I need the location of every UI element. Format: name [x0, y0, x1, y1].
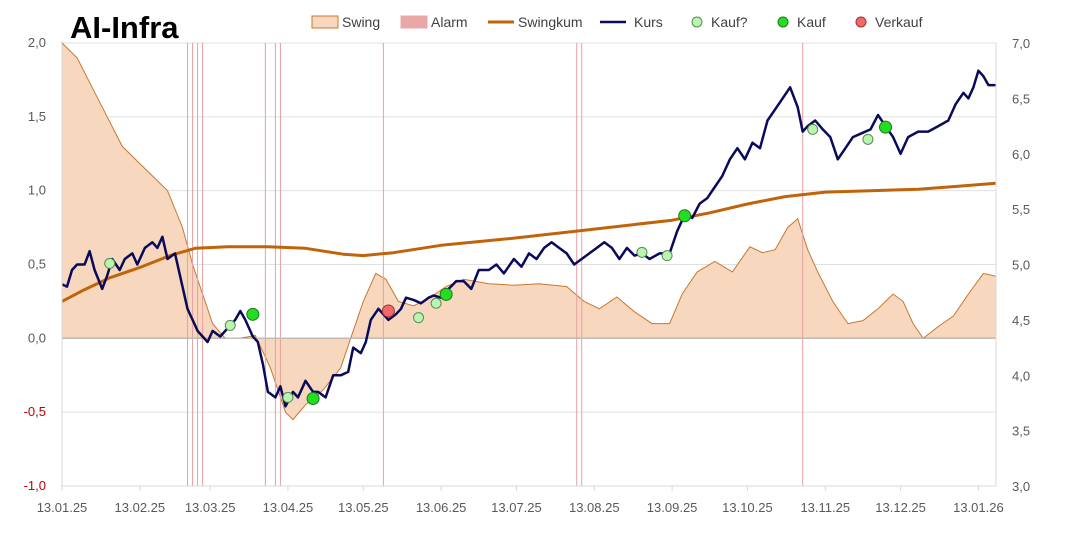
kauf-fragezeichen-marker — [104, 257, 116, 269]
kauf-marker — [678, 209, 692, 223]
x-tick-label: 13.12.25 — [875, 500, 926, 515]
legend-swatch — [855, 16, 867, 28]
legend-label: Kauf? — [711, 14, 748, 30]
y-left-tick-label: 1,5 — [28, 109, 46, 124]
y-right-tick-label: 3,0 — [1012, 479, 1030, 494]
y-right-tick-label: 4,0 — [1012, 368, 1030, 383]
y-right-tick-label: 6,0 — [1012, 147, 1030, 162]
legend-swatch — [777, 16, 789, 28]
kurs-line-layer — [61, 69, 996, 408]
y-right-tick-label: 5,5 — [1012, 202, 1030, 217]
y-right-tick-label: 5,0 — [1012, 258, 1030, 273]
legend-swatch — [400, 15, 428, 29]
kurs-line — [61, 69, 996, 408]
x-tick-label: 13.01.25 — [37, 500, 88, 515]
x-tick-label: 13.11.25 — [800, 500, 850, 515]
x-tick-label: 13.03.25 — [185, 500, 236, 515]
x-tick-label: 13.08.25 — [569, 500, 620, 515]
kauf-fragezeichen-marker — [413, 312, 425, 324]
legend-label: Verkauf — [875, 14, 923, 30]
y-right-tick-label: 6,5 — [1012, 91, 1030, 106]
x-tick-label: 13.10.25 — [722, 500, 773, 515]
y-left-tick-label: 1,0 — [28, 183, 46, 198]
x-tick-label: 13.05.25 — [338, 500, 389, 515]
kauf-fragezeichen-marker — [282, 391, 294, 403]
legend-label: Swingkum — [518, 14, 583, 30]
kauf-fragezeichen-marker — [224, 319, 236, 331]
y-left-tick-label: -1,0 — [24, 478, 46, 493]
swingkum-line-layer — [61, 181, 997, 303]
kauf-marker — [879, 120, 893, 134]
legend-label: Kurs — [634, 14, 663, 30]
swingkum-line — [61, 181, 997, 303]
y-left-tick-label: 0,5 — [28, 257, 46, 272]
kauf-fragezeichen-marker — [636, 246, 648, 258]
legend-label: Swing — [342, 14, 380, 30]
x-tick-label: 13.06.25 — [416, 500, 467, 515]
legend-swatch — [311, 15, 339, 29]
alarm-lines-layer — [187, 43, 804, 486]
kauf-marker — [439, 287, 453, 301]
kauf-fragezeichen-marker — [807, 123, 819, 135]
kauf-fragezeichen-marker — [862, 133, 874, 145]
x-tick-label: 13.07.25 — [491, 500, 542, 515]
y-left-tick-label: 2,0 — [28, 35, 46, 50]
legend-swatch — [691, 16, 703, 28]
x-tick-label: 13.02.25 — [115, 500, 166, 515]
kauf-marker — [246, 307, 260, 321]
legend-label: Alarm — [431, 14, 468, 30]
kauf-fragezeichen-marker — [430, 297, 442, 309]
x-tick-label: 13.04.25 — [263, 500, 314, 515]
y-left-tick-label: 0,0 — [28, 330, 46, 345]
y-right-tick-label: 4,5 — [1012, 313, 1030, 328]
legend: Swing Alarm Swingkum Kurs Kauf? Kauf Verkauf — [311, 14, 923, 30]
chart-title: AI-Infra — [70, 10, 179, 45]
x-tick-label: 13.09.25 — [647, 500, 698, 515]
kauf-fragezeichen-marker — [661, 250, 673, 262]
axes-layer: -1,0 -0,5 0,0 0,5 1,0 1,5 2,0 3,0 3,5 4,0 4,5 5,0 5,… — [24, 35, 1030, 515]
signal-markers-layer — [104, 120, 893, 406]
y-right-tick-label: 7,0 — [1012, 36, 1030, 51]
legend-label: Kauf — [797, 14, 826, 30]
y-right-tick-label: 3,5 — [1012, 424, 1030, 439]
x-tick-label: 13.01.26 — [953, 500, 1004, 515]
kauf-marker — [306, 392, 320, 406]
verkauf-marker — [381, 304, 395, 318]
y-left-tick-label: -0,5 — [24, 404, 46, 419]
